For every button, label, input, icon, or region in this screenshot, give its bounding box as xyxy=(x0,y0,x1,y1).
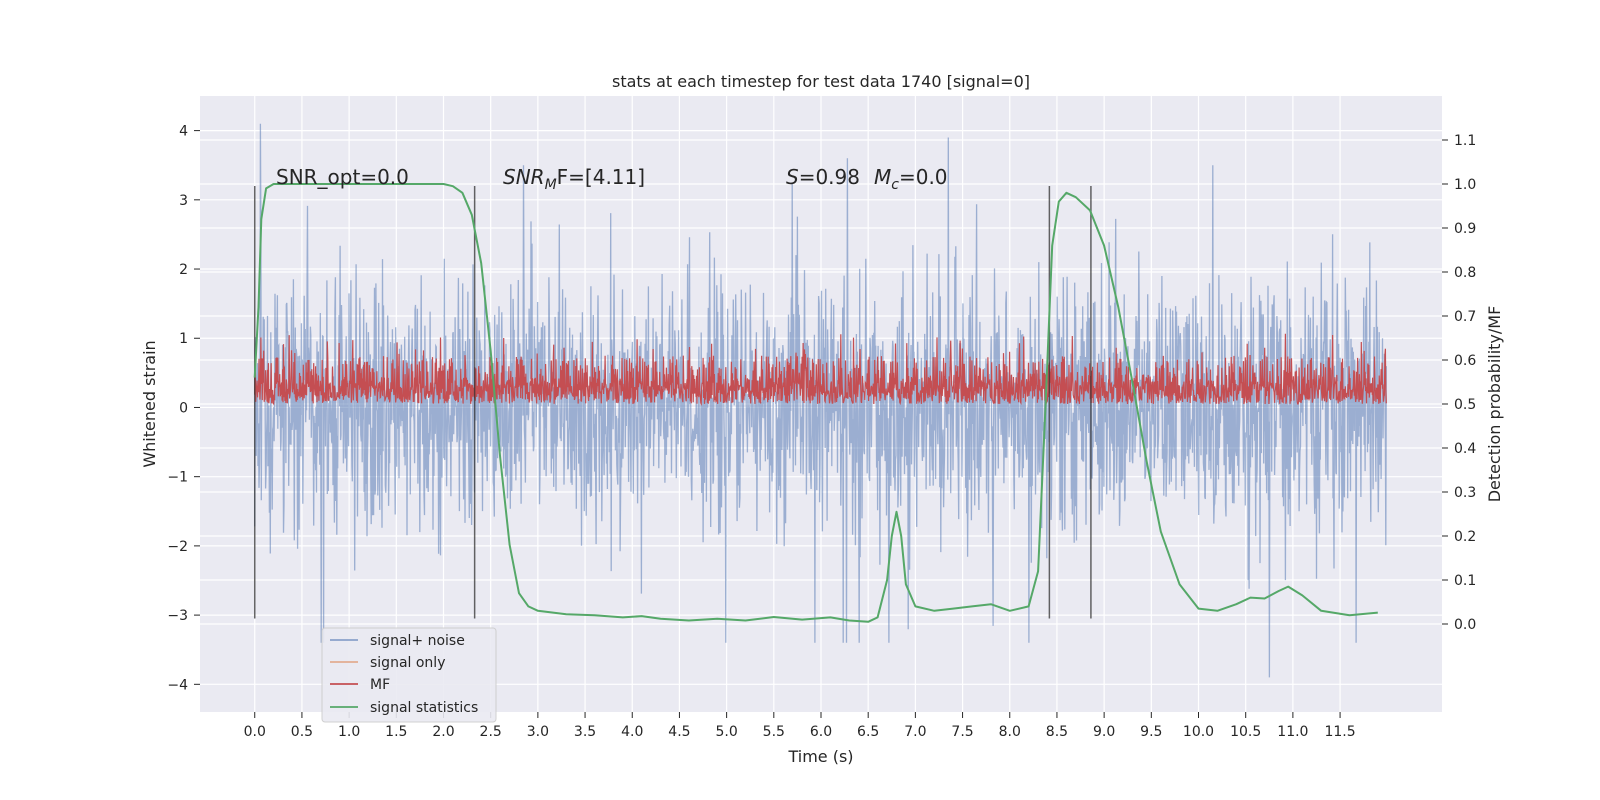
y-tick-label-right: 0.0 xyxy=(1454,617,1476,633)
mf-series xyxy=(254,333,1387,406)
y-axis-label-left: Whitened strain xyxy=(140,340,159,467)
legend-label-signal-only: signal only xyxy=(370,655,445,671)
legend-box xyxy=(321,627,497,723)
x-tick-label: 9.0 xyxy=(1093,724,1115,740)
x-tick-label: 11.0 xyxy=(1277,724,1308,740)
y-tick-label-right: 0.5 xyxy=(1454,397,1476,413)
mc-val: =0.0 xyxy=(899,165,948,189)
legend-label-signal-noise: signal+ noise xyxy=(370,633,465,649)
y-tick-label-left: −3 xyxy=(167,608,188,624)
y-tick-label-right: 0.2 xyxy=(1454,529,1476,545)
x-tick-label: 5.5 xyxy=(763,724,785,740)
legend: signal+ noise signal only MF signal stat… xyxy=(321,627,497,723)
y-tick-label-right: 0.9 xyxy=(1454,221,1476,237)
y-axis-label-right: Detection probability/MF xyxy=(1485,306,1504,503)
x-tick-label: 7.5 xyxy=(951,724,973,740)
x-tick-label: 1.0 xyxy=(338,724,360,740)
y-tick-label-right: 0.6 xyxy=(1454,353,1476,369)
s-val: =0.98 xyxy=(799,165,860,189)
mc-var: M xyxy=(874,165,891,189)
x-tick-label: 7.0 xyxy=(904,724,926,740)
x-tick-label: 8.0 xyxy=(999,724,1021,740)
snr-mf-rest: F=[4.11] xyxy=(557,165,645,189)
x-tick-label: 8.5 xyxy=(1046,724,1068,740)
y-tick-label-left: 3 xyxy=(179,193,188,209)
y-tick-label-left: 4 xyxy=(179,124,188,140)
signal-statistics-line xyxy=(253,183,1378,623)
x-tick-label: 1.5 xyxy=(385,724,407,740)
x-tick-label: 5.0 xyxy=(715,724,737,740)
x-tick-label: 0.5 xyxy=(291,724,313,740)
x-tick-label: 6.5 xyxy=(857,724,879,740)
y-tick-label-right: 1.1 xyxy=(1454,133,1476,149)
snr-mf-sub: M xyxy=(545,177,557,193)
x-tick-label: 3.5 xyxy=(574,724,596,740)
vertical-markers xyxy=(253,185,1092,619)
annotation-snr-opt: SNR_opt=0.0 xyxy=(276,165,409,189)
signal-statistics-series xyxy=(253,183,1378,623)
legend-label-statistics: signal statistics xyxy=(370,700,478,716)
y-tick-label-right: 0.1 xyxy=(1454,573,1476,589)
s-var: S xyxy=(786,165,799,189)
x-tick-label: 10.5 xyxy=(1230,724,1261,740)
legend-label-mf: MF xyxy=(370,677,390,693)
y-tick-label-right: 0.3 xyxy=(1454,485,1476,501)
x-tick-label: 3.0 xyxy=(527,724,549,740)
y-tick-label-right: 0.7 xyxy=(1454,309,1476,325)
x-tick-label: 2.5 xyxy=(480,724,502,740)
annotation-snr-mf: SNRMF=[4.11] xyxy=(503,165,645,193)
y-tick-label-right: 0.8 xyxy=(1454,265,1476,281)
annotation-s-mc: S=0.98 Mc=0.0 xyxy=(786,165,948,193)
x-tick-label: 6.0 xyxy=(810,724,832,740)
y-tick-label-right: 0.4 xyxy=(1454,441,1476,457)
y-tick-label-left: 2 xyxy=(179,262,188,278)
x-tick-label: 4.0 xyxy=(621,724,643,740)
x-tick-label: 11.5 xyxy=(1324,724,1355,740)
axis-ticks: 0.0 0.5 1.0 1.5 2.0 2.5 3.0 3.5 4.0 4.5 5.0 5.5 6.0 6… xyxy=(167,124,1476,740)
chart-title: stats at each timestep for test data 174… xyxy=(612,72,1030,91)
y-tick-label-left: −4 xyxy=(167,677,188,693)
y-tick-label-left: −2 xyxy=(167,539,188,555)
mc-sub: c xyxy=(891,177,899,193)
x-tick-label: 9.5 xyxy=(1140,724,1162,740)
x-tick-label: 10.0 xyxy=(1183,724,1214,740)
y-tick-label-right: 1.0 xyxy=(1454,177,1476,193)
y-tick-label-left: 0 xyxy=(179,400,188,416)
y-tick-label-left: −1 xyxy=(167,470,188,486)
x-tick-label: 4.5 xyxy=(668,724,690,740)
x-tick-label: 0.0 xyxy=(244,724,266,740)
x-tick-label: 2.0 xyxy=(432,724,454,740)
mf-line xyxy=(254,333,1387,406)
x-axis-label: Time (s) xyxy=(787,747,853,766)
snr-mf-base: SNR xyxy=(503,165,545,189)
y-tick-label-left: 1 xyxy=(179,331,188,347)
